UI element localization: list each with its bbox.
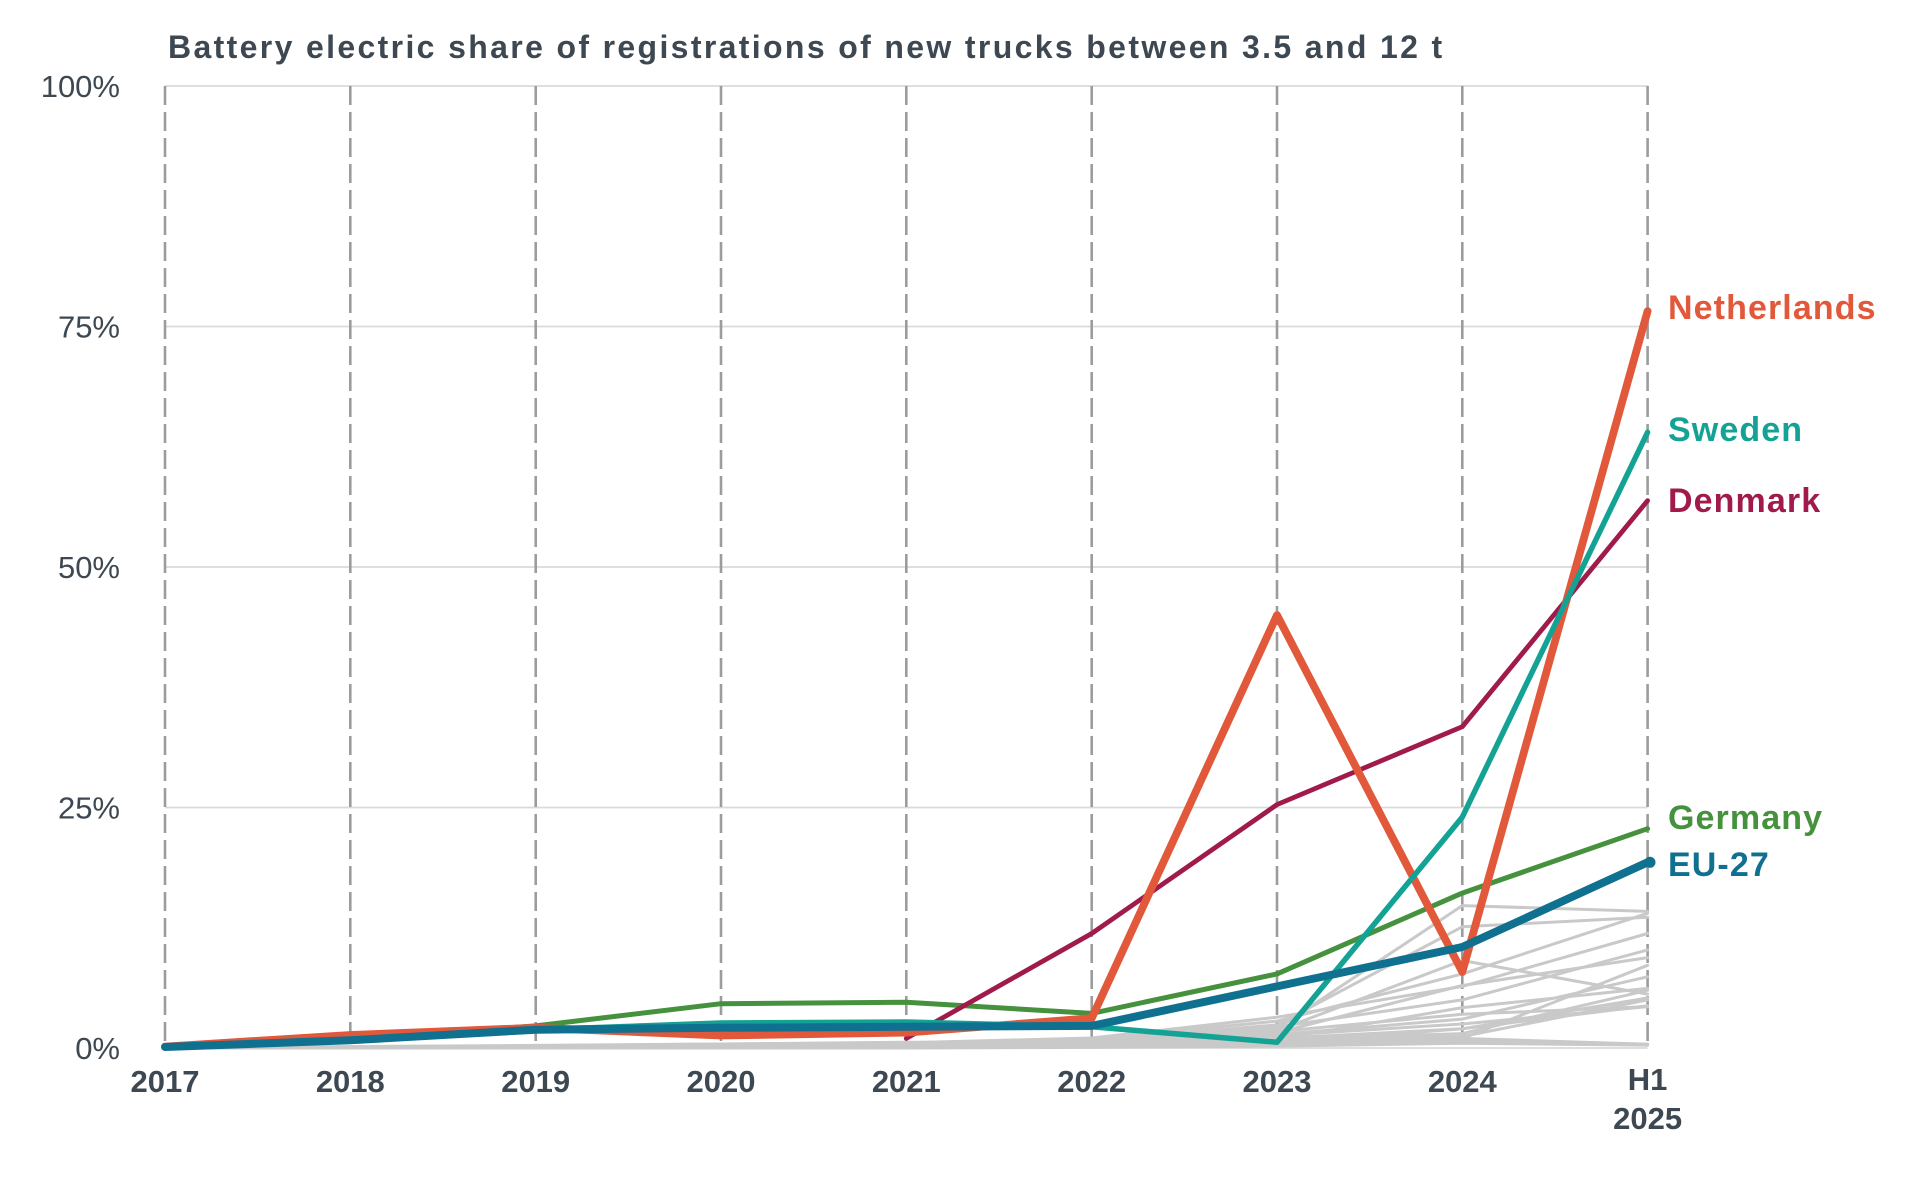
svg-text:2022: 2022 [1057,1064,1126,1099]
svg-text:2021: 2021 [872,1064,941,1099]
svg-text:25%: 25% [58,791,120,826]
svg-text:2023: 2023 [1243,1064,1312,1099]
svg-text:2017: 2017 [131,1064,200,1099]
svg-text:Denmark: Denmark [1668,482,1821,520]
svg-text:EU-27: EU-27 [1668,846,1770,884]
svg-text:H1: H1 [1628,1062,1668,1097]
svg-text:2019: 2019 [501,1064,570,1099]
svg-text:Battery electric share of regi: Battery electric share of registrations … [168,29,1445,65]
svg-text:75%: 75% [58,310,120,345]
svg-text:0%: 0% [75,1031,120,1066]
svg-text:Sweden: Sweden [1668,411,1803,449]
svg-text:2025: 2025 [1613,1101,1682,1136]
svg-text:Germany: Germany [1668,799,1823,837]
svg-text:2018: 2018 [316,1064,385,1099]
svg-text:50%: 50% [58,550,120,585]
svg-text:Netherlands: Netherlands [1668,289,1877,327]
svg-text:100%: 100% [41,69,120,104]
svg-text:2020: 2020 [687,1064,756,1099]
svg-text:2024: 2024 [1428,1064,1498,1099]
